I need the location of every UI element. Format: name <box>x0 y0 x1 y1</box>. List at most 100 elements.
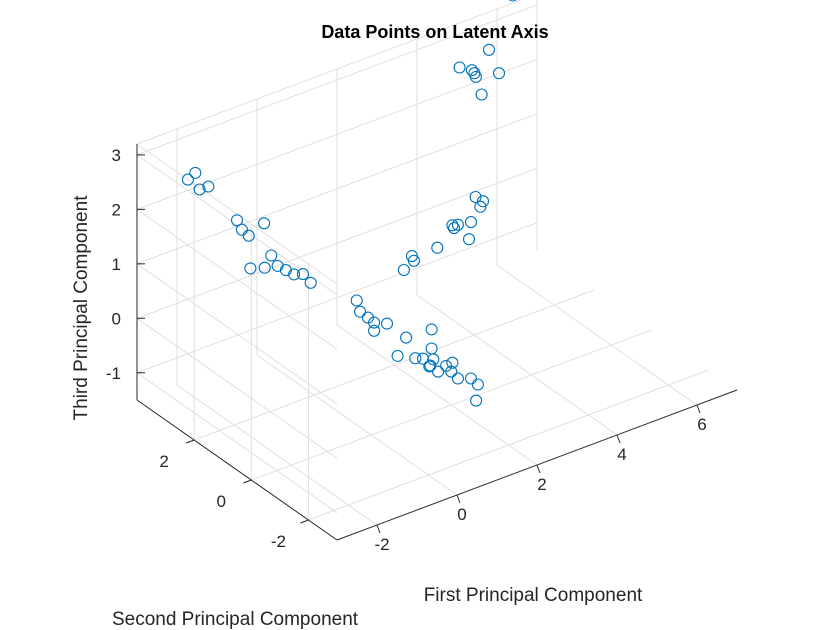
data-point <box>423 360 436 373</box>
data-point <box>258 261 271 274</box>
data-point <box>368 324 381 337</box>
data-point <box>425 342 438 355</box>
x-tick-label: 0 <box>457 505 466 524</box>
data-points <box>181 0 517 407</box>
y-axis-line <box>136 399 338 541</box>
data-point <box>474 200 487 213</box>
side-wall-grid-line <box>136 208 338 350</box>
x-axis-label: First Principal Component <box>424 585 643 606</box>
back-wall-grid-line <box>136 113 538 265</box>
x-tick-label: 6 <box>697 415 706 434</box>
data-point <box>508 0 517 2</box>
tick-labels: -2 0 2 4 6 -2 0 2 -1 0 1 2 3 <box>106 146 707 554</box>
data-point <box>235 223 248 236</box>
data-point <box>242 229 255 242</box>
x-tick-label: -2 <box>374 535 389 554</box>
x-tick-mark <box>376 524 381 534</box>
data-point <box>304 276 317 289</box>
z-tick-label: 1 <box>112 255 121 274</box>
data-point <box>446 219 459 232</box>
data-point <box>475 88 488 101</box>
floor-grid-line <box>416 294 618 436</box>
data-point <box>354 305 367 318</box>
side-wall-grid-line <box>136 317 338 459</box>
data-point <box>368 316 381 329</box>
data-point <box>453 61 466 74</box>
x-tick-mark <box>696 404 701 414</box>
x-tick-label: 2 <box>537 475 546 494</box>
y-tick-label: 2 <box>159 452 168 471</box>
back-wall-grid-line <box>136 222 538 374</box>
x-tick-mark <box>616 434 621 444</box>
data-point <box>296 268 310 281</box>
z-tick-label: 3 <box>112 146 121 165</box>
side-wall-grid-line <box>136 372 338 514</box>
data-point <box>265 249 278 262</box>
floor-grid-line <box>193 289 595 441</box>
data-point <box>391 349 404 362</box>
data-point <box>465 64 478 77</box>
back-wall-grid-line <box>136 167 538 319</box>
y-tick-label: 0 <box>217 492 226 511</box>
axes <box>136 144 738 541</box>
data-point <box>400 331 413 344</box>
data-point <box>258 217 271 230</box>
floor-grid-line <box>496 264 698 406</box>
x-tick-mark <box>456 494 461 504</box>
data-point <box>469 190 482 204</box>
data-point <box>470 394 483 407</box>
data-point <box>425 323 438 336</box>
floor-grid-line <box>176 384 378 526</box>
data-point <box>451 218 464 231</box>
y-tick-mark <box>300 519 309 524</box>
chart-title: Data Points on Latent Axis <box>321 22 548 42</box>
floor-grid-line <box>251 329 652 481</box>
side-wall-grid-line <box>136 154 338 296</box>
side-wall-grid-line <box>136 263 338 405</box>
floor-grid-line <box>256 354 458 496</box>
data-point <box>409 352 422 365</box>
data-point <box>464 216 478 229</box>
data-point <box>446 356 459 369</box>
data-point <box>431 241 444 254</box>
data-point <box>424 359 437 372</box>
x-tick-label: 4 <box>617 445 626 464</box>
y-tick-mark <box>185 439 195 444</box>
data-point <box>279 264 292 277</box>
floor-grid-line <box>336 324 538 466</box>
z-tick-label: 0 <box>112 309 121 328</box>
back-wall-grid-line <box>136 4 538 156</box>
data-point <box>397 263 410 277</box>
z-tick-label: -1 <box>106 364 121 383</box>
data-point <box>432 365 445 378</box>
data-point <box>405 250 418 263</box>
box-edge <box>136 0 523 145</box>
data-point <box>181 173 194 186</box>
z-tick-label: 2 <box>112 200 121 219</box>
data-point <box>350 294 363 307</box>
y-axis-label: Second Principal Component <box>112 609 359 630</box>
data-point <box>468 67 481 80</box>
data-point <box>471 378 484 391</box>
data-point <box>230 214 244 227</box>
data-point <box>445 365 458 378</box>
data-point <box>416 352 430 365</box>
y-tick-label: -2 <box>271 532 286 551</box>
data-point <box>288 268 301 281</box>
data-point <box>448 222 461 235</box>
data-point <box>193 183 206 196</box>
z-axis-label: Third Principal Component <box>71 195 92 421</box>
x-tick-mark <box>536 464 541 474</box>
grid-lines <box>136 0 709 526</box>
data-point <box>482 43 496 56</box>
data-point <box>464 372 478 385</box>
y-tick-mark <box>243 479 252 484</box>
data-point <box>189 166 202 179</box>
data-point <box>244 262 257 275</box>
data-point <box>202 180 215 193</box>
data-point <box>451 372 464 385</box>
data-point <box>476 195 490 208</box>
floor-grid-line <box>308 369 709 521</box>
data-point <box>380 317 394 330</box>
